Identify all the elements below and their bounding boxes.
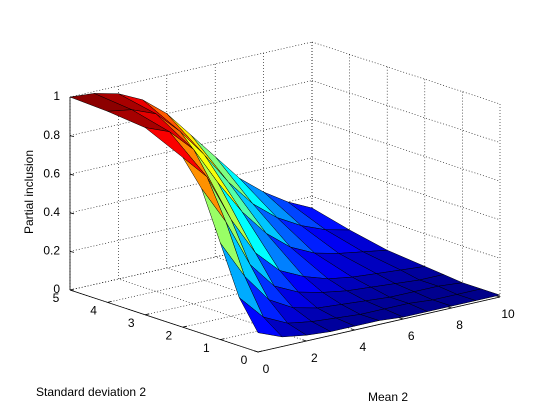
- y-tick-label: 1: [203, 341, 210, 355]
- y-tick-label: 0: [241, 353, 248, 367]
- z-tick-label: 0.8: [43, 128, 60, 142]
- x-tick-label: 10: [501, 307, 515, 321]
- x-tick-label: 6: [408, 329, 415, 343]
- axis-line: [257, 296, 501, 353]
- y-tick-label: 5: [53, 291, 60, 305]
- tick-mark: [69, 251, 75, 253]
- x-tick-label: 4: [359, 340, 366, 354]
- y-axis-label: Standard deviation 2: [36, 385, 146, 399]
- tick-mark: [69, 135, 75, 137]
- z-axis-label: Partial inclusion: [22, 150, 36, 234]
- tick-mark: [182, 325, 187, 328]
- z-tick-label: 0.6: [43, 166, 60, 180]
- y-tick-label: 4: [90, 304, 97, 318]
- tick-mark: [69, 173, 75, 176]
- z-tick-label: 0.4: [43, 205, 60, 219]
- tick-mark: [350, 328, 355, 331]
- x-tick-label: 8: [456, 318, 463, 332]
- tick-mark: [69, 212, 75, 215]
- tick-mark: [399, 317, 404, 320]
- tick-mark: [257, 350, 263, 353]
- z-tick-label: 1: [53, 89, 60, 103]
- y-tick-label: 3: [128, 316, 135, 330]
- x-tick-label: 0: [263, 362, 270, 376]
- x-tick-label: 2: [311, 351, 318, 365]
- tick-mark: [253, 350, 259, 353]
- tick-mark: [145, 313, 150, 316]
- tick-mark: [302, 339, 307, 342]
- x-axis-label: Mean 2: [368, 390, 408, 404]
- axis-line: [69, 289, 259, 353]
- surface-facet: [238, 297, 283, 338]
- tick-mark: [107, 301, 112, 303]
- z-tick-label: 0: [53, 282, 60, 296]
- tick-mark: [69, 289, 75, 292]
- tick-mark: [220, 338, 225, 340]
- z-tick-label: 0.2: [43, 244, 60, 258]
- y-tick-label: 2: [165, 328, 172, 342]
